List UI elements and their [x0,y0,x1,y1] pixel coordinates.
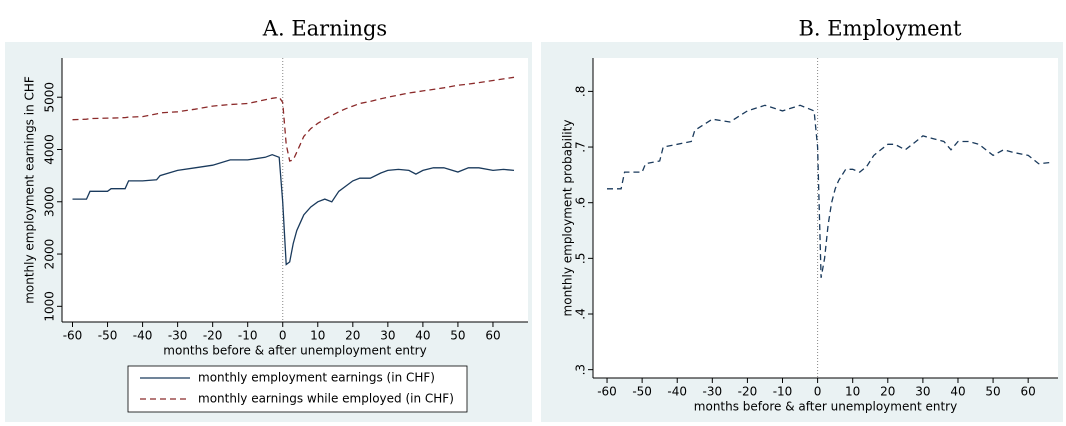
x-tick-label: 40 [415,329,430,343]
x-tick-label: -50 [98,329,118,343]
x-tick-label: -10 [238,329,258,343]
x-axis-label: months before & after unemployment entry [163,344,426,358]
legend-label: monthly earnings while employed (in CHF) [198,392,454,406]
x-tick-label: -60 [63,329,83,343]
x-tick-label: -10 [773,385,793,399]
y-tick-label: .4 [574,308,588,319]
plot-area [593,58,1058,378]
y-tick-label: 2000 [43,239,57,270]
y-axis-label: monthly employment probability [561,120,575,317]
x-tick-label: 60 [485,329,500,343]
chart-title: B. Employment [799,17,963,41]
x-tick-label: -40 [133,329,153,343]
y-tick-label: .6 [574,197,588,208]
x-tick-label: 0 [279,329,287,343]
line-series [72,76,515,162]
x-tick-label: 20 [880,385,895,399]
x-tick-label: 50 [985,385,1000,399]
x-tick-label: 60 [1021,385,1036,399]
y-tick-label: .3 [574,364,588,375]
line-series [607,104,1050,278]
x-tick-label: -40 [667,385,687,399]
x-tick-label: 30 [380,329,395,343]
y-axis-label: monthly employment earnings in CHF [23,76,37,304]
line-series [72,154,515,266]
y-tick-label: .8 [574,86,588,97]
legend-box [127,365,468,413]
x-tick-label: 10 [845,385,860,399]
y-tick-label: 3000 [43,186,57,217]
x-tick-label: -20 [738,385,758,399]
x-tick-label: -30 [168,329,188,343]
y-tick-label: .5 [574,253,588,264]
x-tick-label: -20 [203,329,223,343]
x-tick-label: 10 [310,329,325,343]
chart-title: A. Earnings [262,17,387,41]
y-tick-label: .7 [574,141,588,152]
y-tick-label: 1000 [43,291,57,322]
x-axis-label: months before & after unemployment entry [694,400,957,414]
plot-area [62,58,528,322]
x-tick-label: 30 [915,385,930,399]
y-tick-label: 4000 [43,134,57,165]
x-tick-label: 40 [950,385,965,399]
legend-label: monthly employment earnings (in CHF) [198,371,435,385]
x-tick-label: 50 [450,329,465,343]
y-tick-label: 5000 [43,82,57,113]
x-tick-label: -50 [632,385,652,399]
x-tick-label: -30 [703,385,723,399]
x-tick-label: 0 [814,385,822,399]
x-tick-label: -60 [597,385,617,399]
x-tick-label: 20 [345,329,360,343]
